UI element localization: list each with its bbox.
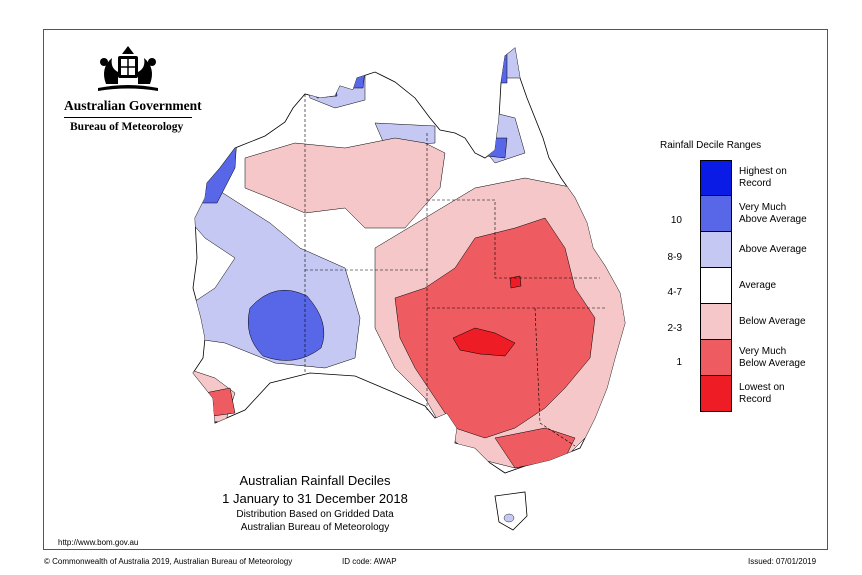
bureau-name: Bureau of Meteorology bbox=[70, 121, 184, 133]
region-very-much-above-west bbox=[247, 289, 325, 361]
legend-decile-value: 2-3 bbox=[667, 323, 682, 334]
footer-issued: Issued: 07/01/2019 bbox=[748, 557, 817, 566]
legend-swatch bbox=[700, 304, 732, 340]
region-very-much-below-east bbox=[394, 217, 596, 439]
legend-decile-value: 4-7 bbox=[667, 287, 682, 298]
legend-label: Very Much Above Average bbox=[739, 201, 807, 226]
government-name: Australian Government bbox=[64, 98, 202, 113]
map-distribution-note: Distribution Based on Gridded Data bbox=[236, 509, 394, 520]
footer-id-code: ID code: AWAP bbox=[342, 557, 397, 566]
rainfall-decile-map bbox=[192, 47, 626, 531]
region-very-much-below-se-coast bbox=[494, 427, 576, 469]
legend-label: Below Average bbox=[739, 315, 806, 327]
legend-label: Average bbox=[739, 279, 777, 291]
map-title-block: Australian Rainfall Deciles 1 January to… bbox=[180, 472, 450, 534]
legend-label: Highest on Record bbox=[739, 165, 787, 190]
map-title: Australian Rainfall Deciles bbox=[239, 473, 391, 488]
legend-label: Very Much Below Average bbox=[739, 345, 806, 370]
legend-swatch bbox=[700, 376, 732, 412]
legend-swatch bbox=[700, 196, 732, 232]
region-below-average-central bbox=[244, 137, 446, 229]
tasmania bbox=[494, 491, 528, 531]
legend-swatch bbox=[700, 268, 732, 304]
region-very-much-below-southwest bbox=[204, 387, 236, 417]
legend-decile-value: 10 bbox=[670, 215, 682, 226]
map-source: Australian Bureau of Meteorology bbox=[240, 522, 390, 533]
legend-swatch bbox=[700, 160, 732, 196]
legend-decile-value: 8-9 bbox=[667, 252, 682, 263]
coat-of-arms-icon bbox=[98, 46, 158, 91]
logo-divider bbox=[64, 117, 192, 118]
map-period: 1 January to 31 December 2018 bbox=[222, 491, 408, 506]
bom-url[interactable]: http://www.bom.gov.au bbox=[58, 538, 139, 547]
footer-copyright: © Commonwealth of Australia 2019, Austra… bbox=[44, 557, 293, 566]
region-very-much-above-north bbox=[309, 52, 508, 159]
legend-swatch bbox=[700, 232, 732, 268]
region-lowest-on-record bbox=[452, 275, 522, 357]
legend-title: Rainfall Decile Ranges bbox=[660, 140, 762, 151]
legend-label: Lowest on Record bbox=[739, 381, 785, 406]
legend-swatch bbox=[700, 340, 732, 376]
state-borders bbox=[304, 94, 605, 447]
legend-decile-value: 1 bbox=[676, 357, 682, 368]
legend-label: Above Average bbox=[739, 243, 807, 255]
